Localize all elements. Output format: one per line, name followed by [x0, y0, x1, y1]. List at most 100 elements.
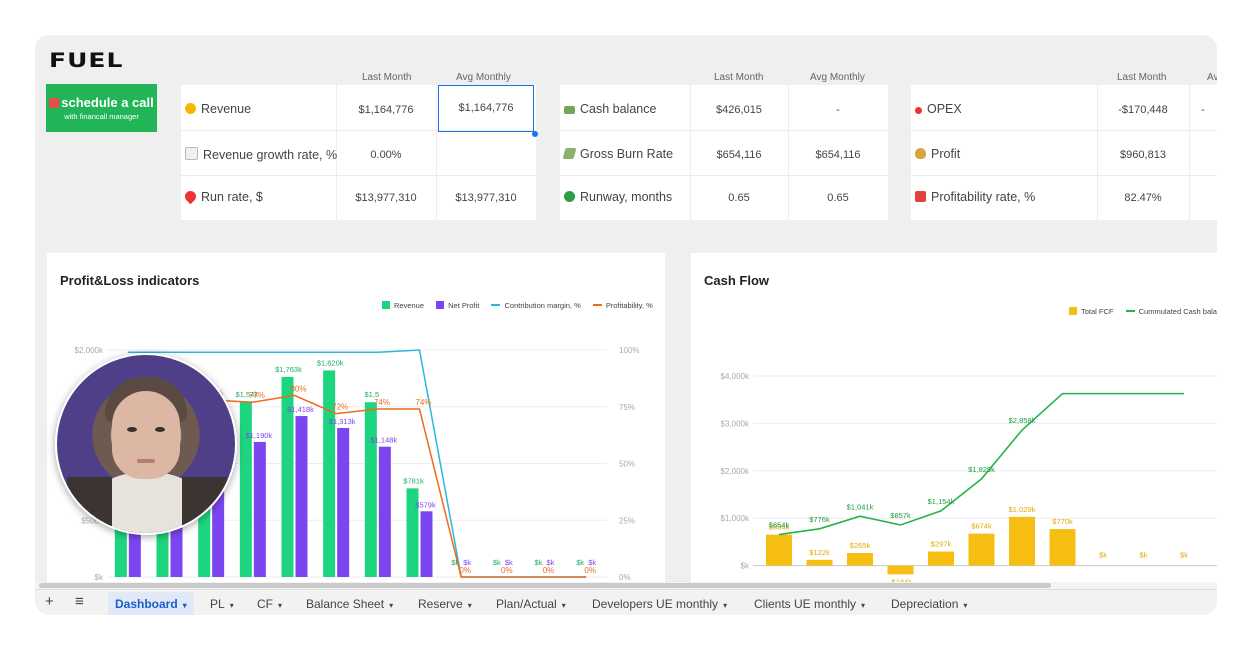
tab-developers-ue-monthly[interactable]: Developers UE monthly ▾ [592, 597, 728, 611]
scrollbar-thumb[interactable] [39, 583, 1051, 588]
tab-reserve[interactable]: Reserve ▾ [418, 597, 472, 611]
caret-down-icon: ▾ [182, 601, 187, 610]
pl-profitability-data-label: 72% [332, 403, 348, 412]
gross-burn-last-cell[interactable]: $654,116 [716, 149, 762, 161]
schedule-call-button[interactable]: schedule a call with financall manager [46, 84, 157, 132]
profit-label: Profit [915, 147, 960, 161]
pl-revenue-bar [114, 520, 127, 577]
sheet-tab-bar: + ≡ Dashboard ▾ PL ▾ CF ▾ Balance Sheet ▾ Re… [35, 589, 1217, 615]
caret-down-icon: ▾ [963, 601, 968, 610]
cf-cash-data-label: $1,041k [847, 502, 874, 511]
pl-y2-tick-label: 0% [619, 573, 631, 582]
tab-clients-ue-monthly[interactable]: Clients UE monthly ▾ [754, 597, 866, 611]
cf-y-tick-label: $2,000k [721, 467, 750, 476]
cashflow-chart-title: Cash Flow [704, 273, 770, 288]
cf-cash-data-label: $1,154k [928, 497, 955, 506]
cf-fcf-bar [887, 565, 914, 575]
cf-y-tick-label: $3,000k [721, 419, 750, 428]
horizontal-scrollbar[interactable] [35, 582, 1217, 589]
pl-revenue-data-label: $1,820k [317, 358, 344, 367]
webcam-video-overlay[interactable] [55, 353, 237, 535]
pl-profit-data-label: $1,190k [245, 431, 272, 440]
money-wings-icon [562, 148, 577, 159]
pl-profitability-data-label: 0% [584, 566, 596, 575]
cash-icon [564, 106, 575, 114]
profitability-last-cell[interactable]: 82.47% [1124, 192, 1162, 204]
pl-revenue-data-label: $k [535, 558, 543, 567]
pl-revenue-bar [406, 488, 419, 577]
revenue-last-cell[interactable]: $1,164,776 [358, 104, 414, 116]
run-rate-last-cell[interactable]: $13,977,310 [355, 192, 417, 204]
pl-y2-tick-label: 50% [619, 460, 635, 469]
tab-depreciation[interactable]: Depreciation ▾ [891, 597, 968, 611]
pl-revenue-data-label: $1,763k [275, 365, 302, 374]
pl-net-profit-bar [337, 427, 350, 577]
cash-balance-avg-cell[interactable]: - [836, 104, 840, 116]
profit-last-cell[interactable]: $960,813 [1120, 149, 1166, 161]
cashflow-chart-svg: $4,000k$3,000k$2,000k$1,000k$k-$1,000k$6… [721, 372, 1217, 583]
spreadsheet-window: FUEL schedule a call with financall mana… [35, 35, 1217, 615]
selection-fill-handle[interactable] [532, 131, 538, 137]
cf-cumulated-cash-line [778, 392, 1184, 536]
pl-profit-data-label: $1,313k [329, 417, 356, 426]
pl-revenue-data-label: $781k [403, 476, 424, 485]
cashflow-chart-legend: Total FCF Cummulated Cash balar [1069, 307, 1217, 316]
legend-profitability: Profitability, % [592, 301, 653, 310]
gross-burn-avg-cell[interactable]: $654,116 [815, 149, 861, 161]
cf-y-tick-label: $k [741, 562, 750, 571]
runway-last-cell[interactable]: 0.65 [728, 192, 750, 204]
pl-profitability-data-label: 0% [459, 566, 471, 575]
pl-chart-legend: Revenue Net Profit Contribution margin, … [382, 301, 653, 310]
cash-balance-last-cell[interactable]: $426,015 [716, 104, 762, 116]
header-avg-monthly-1: Avg Monthly [456, 72, 511, 83]
pl-chart-title: Profit&Loss indicators [60, 273, 200, 288]
profitability-label: Profitability rate, % [915, 190, 1035, 204]
tab-dashboard[interactable]: Dashboard ▾ [108, 592, 194, 615]
cf-cash-data-label: $654k [769, 521, 790, 530]
tab-cf[interactable]: CF ▾ [257, 597, 283, 611]
legend-net-profit: Net Profit [436, 301, 479, 310]
cf-fcf-data-label: $1,029k [1009, 505, 1036, 514]
caret-down-icon: ▾ [723, 601, 728, 610]
revenue-label: Revenue [185, 102, 251, 116]
cf-fcf-data-label: $k [1140, 551, 1148, 560]
menu-icon[interactable]: ≡ [75, 593, 84, 610]
cf-cash-data-label: $2,858k [1009, 416, 1036, 425]
pl-profit-data-label: $1,148k [370, 436, 397, 445]
tab-plan-actual[interactable]: Plan/Actual ▾ [496, 597, 566, 611]
pl-revenue-data-label: $k [576, 558, 584, 567]
opex-avg-cell[interactable]: - [1201, 104, 1205, 116]
opex-last-cell[interactable]: -$170,448 [1118, 104, 1168, 116]
pl-revenue-data-label: $1,54k [236, 390, 259, 399]
cf-cash-data-label: $857k [890, 511, 911, 520]
caret-down-icon: ▾ [389, 601, 394, 610]
schedule-call-sublabel: with financall manager [64, 112, 139, 121]
run-rate-avg-cell[interactable]: $13,977,310 [455, 192, 517, 204]
calendar-icon [49, 98, 60, 108]
revenue-kpi-card: Revenue $1,164,776 $1,164,776 Revenue gr… [181, 85, 538, 220]
fuel-logo: FUEL [49, 49, 124, 72]
pl-net-profit-bar [378, 446, 391, 577]
header-avg-monthly-2: Avg Monthly [810, 72, 865, 83]
pl-revenue-bar [323, 370, 336, 577]
cashflow-chart-panel[interactable]: Cash Flow Total FCF Cummulated Cash bala… [691, 253, 1217, 583]
pl-profit-data-label: $k [505, 558, 513, 567]
pl-net-profit-bar [253, 441, 266, 577]
header-last-month-2: Last Month [714, 72, 764, 83]
header-avg-monthly-3: Av [1207, 72, 1217, 83]
pl-profit-data-label: $579k [415, 500, 436, 509]
pl-y2-tick-label: 100% [619, 346, 639, 355]
cf-fcf-data-label: $770k [1052, 517, 1073, 526]
gift-icon [915, 191, 926, 202]
tab-pl[interactable]: PL ▾ [210, 597, 234, 611]
pl-profitability-data-label: 74% [374, 398, 390, 407]
recycle-icon [564, 191, 575, 202]
runway-label: Runway, months [564, 190, 672, 204]
plus-icon[interactable]: + [45, 593, 54, 610]
revenue-growth-last-cell[interactable]: 0.00% [370, 149, 402, 161]
pl-revenue-data-label: $k [493, 558, 501, 567]
revenue-avg-cell-selected[interactable]: $1,164,776 [438, 85, 534, 132]
tab-balance-sheet[interactable]: Balance Sheet ▾ [306, 597, 394, 611]
cf-fcf-data-label: -$184k [889, 577, 912, 583]
runway-avg-cell[interactable]: 0.65 [827, 192, 849, 204]
